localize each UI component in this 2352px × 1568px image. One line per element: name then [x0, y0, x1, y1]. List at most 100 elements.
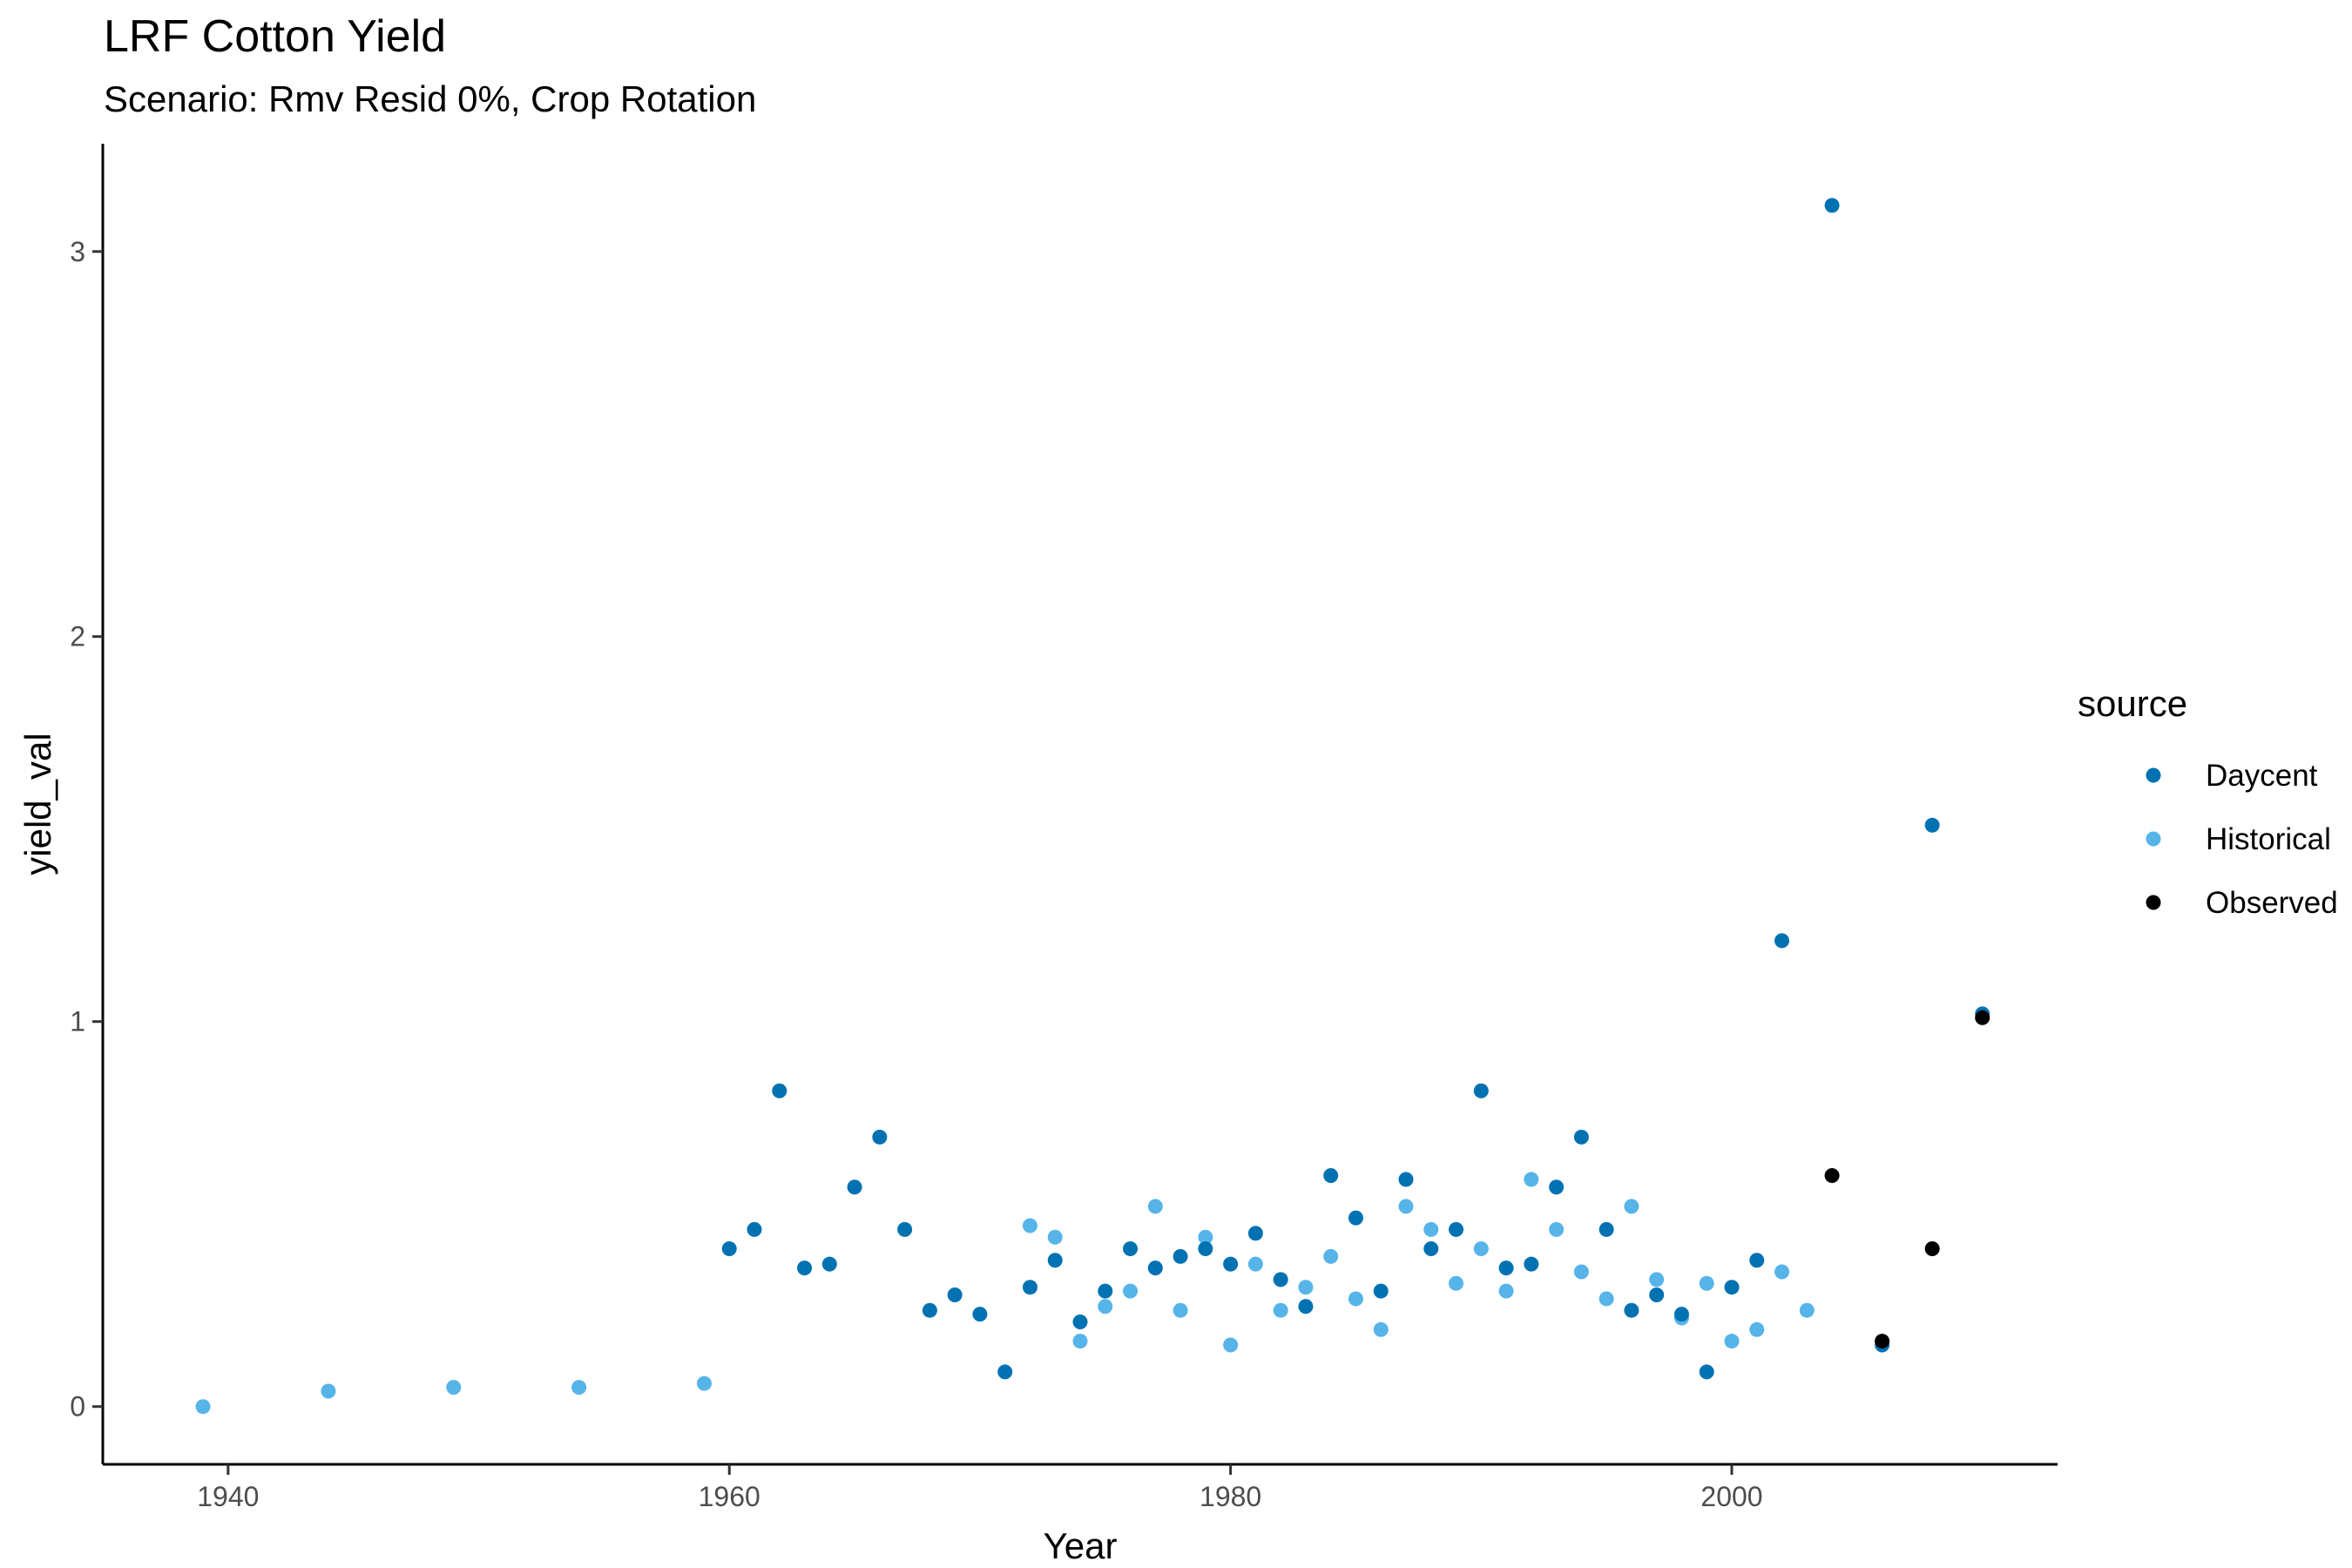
legend-label-daycent: Daycent	[2206, 759, 2318, 793]
legend-title: source	[2078, 683, 2187, 724]
legend-key-daycent	[2146, 767, 2161, 783]
legend-key-observed	[2146, 895, 2161, 910]
data-point-daycent	[1598, 1221, 1614, 1237]
data-point-daycent	[1423, 1240, 1439, 1256]
data-point-historical	[1247, 1256, 1263, 1272]
data-point-historical	[1047, 1229, 1063, 1245]
data-point-daycent	[922, 1302, 937, 1318]
legend-label-historical: Historical	[2206, 822, 2331, 856]
data-point-daycent	[947, 1288, 963, 1303]
data-point-daycent	[721, 1240, 737, 1256]
data-point-daycent	[1173, 1248, 1188, 1264]
data-point-historical	[1098, 1299, 1113, 1315]
data-point-historical	[1799, 1302, 1815, 1318]
data-point-daycent	[1323, 1168, 1339, 1184]
data-point-historical	[1147, 1199, 1163, 1214]
data-point-daycent	[1924, 817, 1940, 833]
data-point-historical	[1598, 1291, 1614, 1307]
data-point-observed	[1924, 1240, 1940, 1256]
data-point-historical	[1123, 1283, 1139, 1299]
data-point-daycent	[1749, 1253, 1765, 1268]
data-point-observed	[1824, 1168, 1840, 1184]
data-point-daycent	[1223, 1256, 1239, 1272]
data-point-historical	[1573, 1264, 1589, 1280]
data-point-historical	[195, 1399, 211, 1415]
data-point-historical	[1323, 1248, 1339, 1264]
data-point-historical	[1273, 1302, 1288, 1318]
data-point-daycent	[1724, 1280, 1740, 1295]
y-tick-label: 3	[70, 236, 85, 267]
data-point-historical	[1449, 1275, 1464, 1291]
data-point-historical	[1173, 1302, 1188, 1318]
x-tick-label: 2000	[1700, 1481, 1762, 1512]
data-point-historical	[1774, 1264, 1790, 1280]
data-point-daycent	[1498, 1260, 1514, 1276]
data-point-historical	[1549, 1221, 1565, 1237]
data-point-daycent	[1298, 1299, 1314, 1315]
data-point-daycent	[972, 1307, 988, 1322]
legend: source Daycent Historical Observed	[2078, 683, 2338, 920]
data-point-observed	[1975, 1010, 1990, 1025]
data-point-historical	[1373, 1321, 1389, 1337]
data-point-historical	[1348, 1291, 1363, 1307]
data-point-daycent	[1524, 1256, 1539, 1272]
data-point-historical	[1749, 1321, 1765, 1337]
data-point-daycent	[1348, 1210, 1363, 1226]
data-point-historical	[1298, 1280, 1314, 1295]
data-point-daycent	[1673, 1307, 1689, 1322]
data-point-historical	[571, 1380, 587, 1396]
data-point-historical	[1398, 1199, 1414, 1214]
data-point-daycent	[1098, 1283, 1113, 1299]
data-point-daycent	[847, 1179, 862, 1195]
data-point-daycent	[1473, 1083, 1489, 1098]
data-point-historical	[1624, 1199, 1639, 1214]
x-tick-label: 1960	[699, 1481, 760, 1512]
data-point-historical	[1198, 1229, 1213, 1245]
x-axis-title: Year	[1044, 1525, 1118, 1566]
y-tick-label: 1	[70, 1006, 85, 1037]
data-point-daycent	[821, 1256, 837, 1272]
data-point-daycent	[1398, 1172, 1414, 1187]
legend-key-historical	[2146, 831, 2161, 847]
data-point-historical	[1699, 1275, 1714, 1291]
data-point-historical	[1223, 1337, 1239, 1353]
data-point-daycent	[772, 1083, 787, 1098]
data-point-historical	[321, 1383, 336, 1399]
data-point-daycent	[1449, 1221, 1464, 1237]
data-point-daycent	[1373, 1283, 1389, 1299]
data-point-daycent	[1247, 1226, 1263, 1241]
x-tick-label: 1940	[197, 1481, 259, 1512]
legend-label-observed: Observed	[2206, 886, 2338, 920]
data-point-historical	[1724, 1334, 1740, 1349]
data-point-historical	[446, 1380, 462, 1396]
data-point-daycent	[1774, 933, 1790, 949]
data-point-historical	[1498, 1283, 1514, 1299]
data-point-historical	[1473, 1240, 1489, 1256]
data-point-daycent	[1649, 1288, 1665, 1303]
data-point-daycent	[1273, 1272, 1288, 1288]
y-tick-label: 0	[70, 1391, 85, 1423]
data-point-historical	[1524, 1172, 1539, 1187]
data-point-daycent	[1198, 1240, 1213, 1256]
data-point-daycent	[747, 1221, 762, 1237]
chart-subtitle: Scenario: Rmv Resid 0%, Crop Rotation	[104, 78, 757, 119]
data-point-daycent	[1624, 1302, 1639, 1318]
data-point-daycent	[797, 1260, 813, 1276]
data-point-daycent	[1047, 1253, 1063, 1268]
chart-title: LRF Cotton Yield	[104, 11, 447, 62]
data-point-daycent	[1824, 198, 1840, 213]
x-tick-label: 1980	[1200, 1481, 1261, 1512]
data-point-historical	[1649, 1272, 1665, 1288]
data-point-daycent	[1549, 1179, 1565, 1195]
data-point-daycent	[1147, 1260, 1163, 1276]
data-point-historical	[1022, 1218, 1037, 1233]
data-point-historical	[696, 1375, 712, 1391]
data-point-daycent	[1072, 1314, 1088, 1329]
data-point-daycent	[1022, 1280, 1037, 1295]
data-point-daycent	[997, 1364, 1013, 1380]
plot-area	[195, 198, 1990, 1415]
data-point-daycent	[1699, 1364, 1714, 1380]
data-point-daycent	[1123, 1240, 1139, 1256]
data-point-observed	[1875, 1334, 1890, 1349]
